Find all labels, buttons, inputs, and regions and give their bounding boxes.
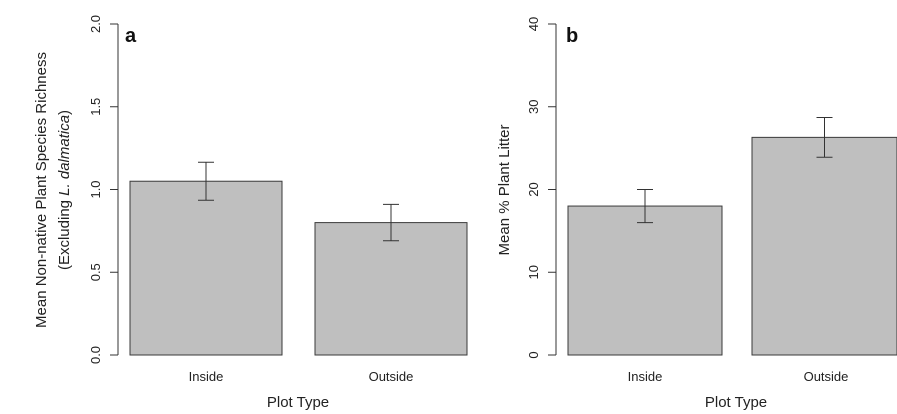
panel-a-y-axis-title-line2: (Excluding L. dalmatica) [56,110,73,270]
panel-b-error-bar-outside [816,117,833,158]
panel-a-x-axis-title: Plot Type [267,394,329,411]
panel-a-tag: a [125,25,137,47]
panel-a-error-bar-inside [198,161,214,201]
panel-a-y-tick-label: 2.0 [88,15,103,33]
panel-b-y-ticks [548,23,556,356]
panel-a-y-tick-label: 1.5 [88,98,103,116]
panel-b-y-tick-label: 20 [526,182,541,196]
panel-a-y-axis-title-suffix: ) [56,110,73,115]
panel-b-y-tick-label: 10 [526,265,541,279]
panel-a-bar-inside [129,180,283,356]
panel-a-y-tick-label: 0.0 [88,346,103,364]
panel-a-y-ticks [110,23,118,356]
panel-a-y-tick-label: 0.5 [88,263,103,281]
panel-b-x-axis-title: Plot Type [705,394,767,411]
panel-a: 0.0 0.5 1.0 1.5 2.0 Inside Outside Plot … [33,15,468,411]
panel-a-category-label-inside: Inside [189,369,224,384]
panel-b: 0 10 20 30 40 Inside Outside Plot Type M… [496,17,897,411]
panel-b-y-tick-label: 30 [526,100,541,114]
panel-b-category-label-outside: Outside [804,369,849,384]
panel-a-y-tick-label: 1.0 [88,180,103,198]
panel-b-tag: b [566,25,578,47]
panel-a-y-axis-title-species: L. dalmatica [56,115,73,196]
panel-b-y-axis-title: Mean % Plant Litter [496,125,513,256]
panel-a-y-axis-title-prefix: (Excluding [56,196,73,270]
panel-a-error-bar-outside [383,203,399,242]
panel-b-y-tick-labels: 0 10 20 30 40 [526,17,541,359]
panel-a-bar-outside [314,222,468,356]
panel-b-bar-outside [751,136,897,356]
panel-b-y-tick-label: 0 [526,351,541,358]
panel-a-category-label-outside: Outside [369,369,414,384]
panel-b-error-bar-inside [637,189,653,224]
panel-b-category-label-inside: Inside [628,369,663,384]
panel-a-y-tick-labels: 0.0 0.5 1.0 1.5 2.0 [88,15,103,364]
panel-b-bar-inside [567,205,723,356]
panel-a-y-axis-title: Mean Non-native Plant Species Richness [33,52,50,328]
panel-b-y-tick-label: 40 [526,17,541,31]
